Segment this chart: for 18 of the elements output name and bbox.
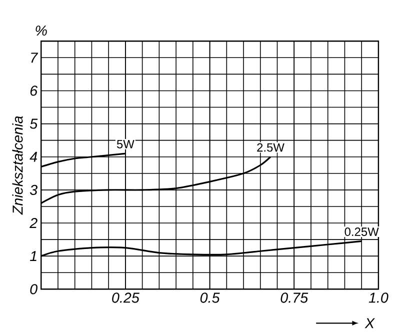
y-tick-label: 4 bbox=[30, 152, 38, 162]
y-axis-title: Zniekształcenia bbox=[12, 116, 23, 215]
y-tick-label: 0 bbox=[30, 284, 38, 294]
text: % bbox=[36, 26, 47, 36]
x-tick-label: 0.25 bbox=[112, 292, 140, 303]
x-tick-label: 0.75 bbox=[280, 292, 308, 303]
y-tick-label: 7 bbox=[31, 52, 38, 63]
x-tick-label: 1.0 bbox=[368, 292, 388, 303]
series-label: 2.5W bbox=[257, 143, 284, 152]
x-axis-title: X bbox=[364, 318, 375, 328]
series-label: 5W bbox=[116, 140, 134, 148]
series-label: 0.25W bbox=[344, 228, 379, 236]
y-tick-label: 6 bbox=[30, 86, 38, 96]
y-tick-label: 1 bbox=[30, 251, 36, 262]
y-tick-label: 5 bbox=[30, 118, 38, 129]
y-tick-label: 2 bbox=[30, 218, 38, 228]
x-tick-label: 0.5 bbox=[200, 292, 220, 303]
y-tick-label: 3 bbox=[30, 184, 38, 196]
